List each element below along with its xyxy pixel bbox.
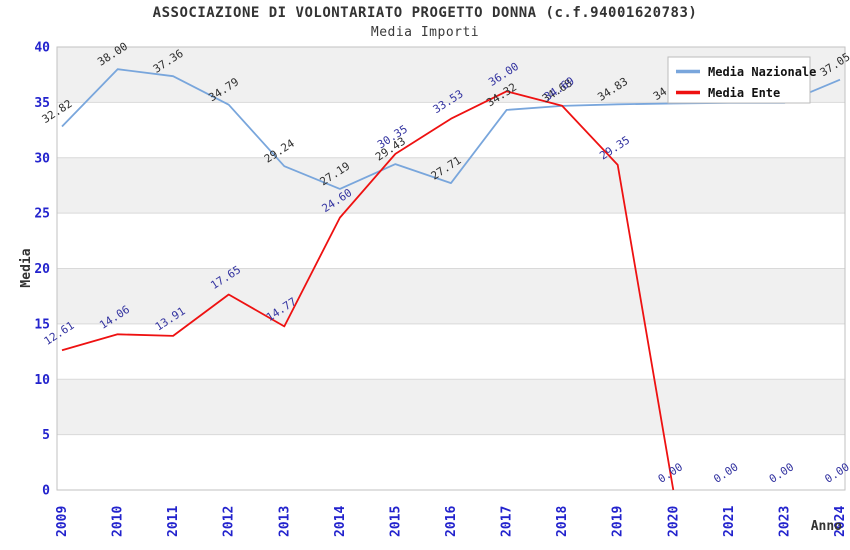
x-tick-label: 2013: [277, 506, 292, 537]
x-tick-label: 2019: [611, 506, 626, 537]
plot-band: [57, 213, 845, 269]
y-tick-label: 40: [34, 41, 50, 56]
x-tick-label: 2009: [55, 506, 70, 537]
x-tick-label: 2018: [555, 506, 570, 537]
y-axis-ticks: 0 5 10 15 20 25 30 35 40: [34, 41, 50, 499]
legend-box: [667, 56, 811, 104]
y-tick-label: 0: [42, 484, 50, 499]
plot-band: [57, 434, 845, 490]
plot-band: [57, 157, 845, 214]
legend: Media Nazionale Media Ente: [667, 56, 816, 104]
x-tick-label: 2014: [333, 506, 348, 537]
x-tick-label: 2016: [444, 506, 459, 537]
y-tick-label: 5: [42, 428, 50, 443]
x-axis-ticks: 2009 2010 2011 2012 2013 2014 2015 2016 2017 2018…: [55, 506, 848, 537]
x-tick-label: 2020: [666, 506, 681, 537]
y-tick-label: 15: [34, 317, 50, 332]
y-tick-label: 20: [34, 262, 50, 277]
y-axis-title: Media: [19, 248, 34, 287]
x-tick-label: 2024: [833, 506, 848, 537]
legend-item-label: Media Ente: [708, 86, 780, 100]
y-tick-label: 25: [34, 207, 50, 222]
series-line-media-ente: [61, 90, 675, 491]
y-tick-label: 10: [34, 373, 50, 388]
plot-band: [57, 323, 845, 380]
legend-item-label: Media Nazionale: [708, 65, 816, 79]
y-tick-label: 35: [34, 96, 50, 111]
y-tick-label: 30: [34, 151, 50, 166]
x-tick-label: 2011: [166, 506, 181, 537]
x-tick-label: 2023: [777, 506, 792, 537]
x-tick-label: 2021: [722, 506, 737, 537]
plot-band: [57, 268, 845, 324]
chart-subtitle: Media Importi: [370, 25, 480, 40]
plot-band: [57, 102, 845, 158]
plot-band: [57, 379, 845, 435]
chart-title: ASSOCIAZIONE DI VOLONTARIATO PROGETTO DO…: [152, 5, 698, 21]
plot-bands: [57, 47, 845, 490]
x-axis-title: Anno: [811, 519, 842, 534]
x-tick-label: 2017: [500, 506, 515, 537]
x-tick-label: 2015: [388, 506, 403, 537]
x-tick-label: 2010: [111, 506, 126, 537]
plot-frame: [56, 46, 846, 491]
x-tick-label: 2012: [222, 506, 237, 537]
